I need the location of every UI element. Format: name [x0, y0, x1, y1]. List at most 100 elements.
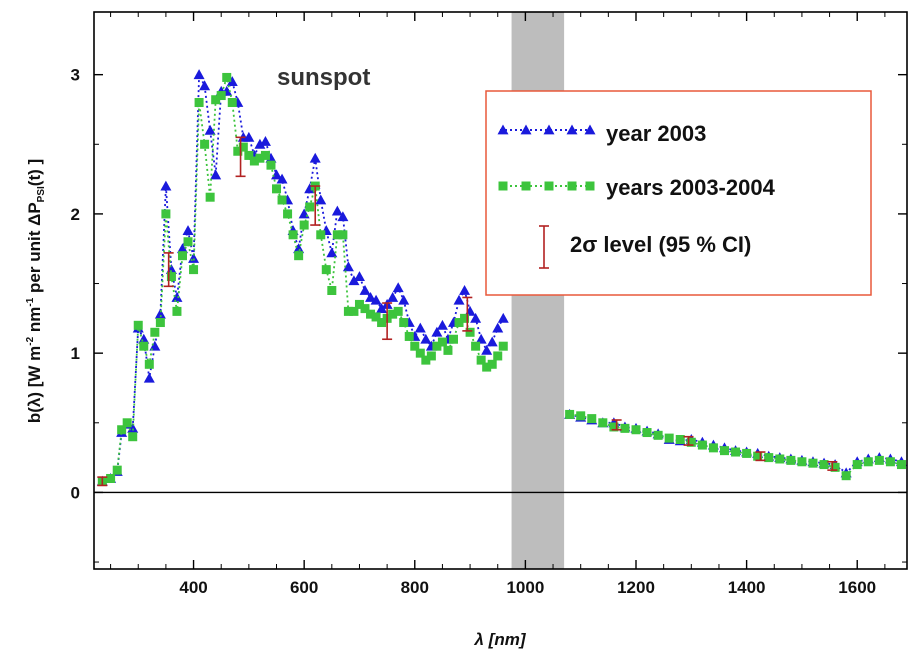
series-2-point — [896, 460, 906, 470]
series-2-point — [393, 306, 403, 316]
series-2-point — [642, 428, 652, 438]
series-2-point — [150, 327, 160, 337]
series-2-point — [448, 334, 458, 344]
series-2-point — [183, 237, 193, 247]
series-2-point — [841, 471, 851, 481]
series-1-point — [414, 322, 426, 333]
series-2-point — [305, 202, 315, 212]
legend-marker — [520, 124, 532, 135]
series-2-point — [454, 318, 464, 328]
series-2-point — [493, 351, 503, 361]
series-1-point — [199, 80, 211, 91]
error-bar — [382, 302, 393, 341]
series-1-point — [154, 308, 166, 319]
series-2-point — [122, 418, 132, 428]
x-tick-label: 1200 — [617, 578, 655, 597]
series-2-point — [112, 465, 122, 475]
series-2-point — [144, 359, 154, 369]
series-2-point — [819, 460, 829, 470]
series-2-point — [808, 458, 818, 468]
series-2-point — [609, 422, 619, 432]
series-2-point — [177, 251, 187, 261]
series-1-point — [431, 326, 443, 337]
series-1-line-1 — [102, 74, 505, 483]
series-2-point — [404, 331, 414, 341]
error-bar — [97, 476, 108, 487]
series-2-point — [343, 306, 353, 316]
series-1-point — [204, 124, 216, 135]
series-1-point — [392, 282, 404, 293]
series-2-point — [476, 355, 486, 365]
series-2-point — [377, 318, 387, 328]
series-1-point — [420, 333, 432, 344]
legend-box — [485, 90, 872, 296]
series-1-point — [337, 211, 349, 222]
series-2-point — [277, 195, 287, 205]
series-1-point — [387, 291, 399, 302]
series-1-point — [160, 180, 172, 191]
series-1-point — [342, 261, 354, 272]
series-1-point — [459, 285, 471, 295]
series-2-point — [620, 423, 630, 433]
y-axis-title: b(λ) [W m-2 nm-1 per unit ΔPPSI(t) ] — [25, 159, 47, 423]
series-2-point — [128, 432, 138, 442]
series-1-point — [309, 152, 321, 163]
legend-marker — [497, 124, 509, 135]
series-2-point — [166, 272, 176, 282]
series-2-line-2 — [569, 413, 902, 477]
x-tick-label: 1600 — [838, 578, 876, 597]
series-layer — [96, 69, 907, 486]
error-bar — [683, 435, 694, 446]
series-1-point — [182, 225, 194, 236]
series-2-point — [482, 362, 492, 372]
series-1-point — [304, 183, 316, 194]
series-1-point — [486, 336, 498, 347]
plot-frame — [93, 11, 908, 570]
series-1-point — [481, 344, 493, 355]
series-1-line-2 — [569, 413, 902, 475]
error-bar — [310, 185, 321, 226]
series-1-point — [470, 312, 482, 323]
series-1-point — [315, 194, 327, 205]
series-2-point — [410, 341, 420, 351]
series-2-point — [227, 98, 237, 108]
series-1-point — [176, 243, 188, 254]
series-2-point — [775, 454, 785, 464]
series-2-point — [764, 453, 774, 463]
series-2-point — [753, 451, 763, 461]
series-1-point — [370, 294, 382, 305]
error-bar — [462, 296, 473, 332]
series-1-point — [210, 169, 222, 180]
series-2-point — [216, 91, 226, 101]
series-2-point — [719, 446, 729, 456]
series-2-point — [432, 341, 442, 351]
series-2-point — [266, 160, 276, 170]
error-bar — [611, 419, 622, 431]
series-2-point — [498, 341, 508, 351]
series-2-point — [742, 448, 752, 458]
series-2-point — [244, 150, 254, 160]
series-1-point — [276, 173, 288, 184]
series-2-point — [211, 95, 221, 105]
series-2-point — [283, 209, 293, 219]
series-2-point — [675, 434, 685, 444]
legend-marker — [521, 181, 531, 191]
series-2-point — [576, 411, 586, 421]
series-2-point — [255, 153, 265, 163]
series-2-point — [399, 318, 409, 328]
legend-line-series2 — [498, 181, 595, 191]
series-1-point — [436, 319, 448, 330]
legend-marker — [584, 124, 596, 135]
series-1-point — [271, 169, 283, 180]
series-2-point — [487, 359, 497, 369]
series-1-point — [376, 303, 388, 314]
series-2-point — [686, 437, 696, 447]
series-1-point — [171, 291, 183, 302]
series-2-point — [388, 309, 398, 319]
series-2-point — [205, 192, 215, 202]
series-2-point — [708, 443, 718, 453]
legend-marker — [543, 124, 555, 135]
series-2-point — [155, 318, 165, 328]
legend-marker — [498, 181, 508, 191]
series-2-point — [598, 418, 608, 428]
